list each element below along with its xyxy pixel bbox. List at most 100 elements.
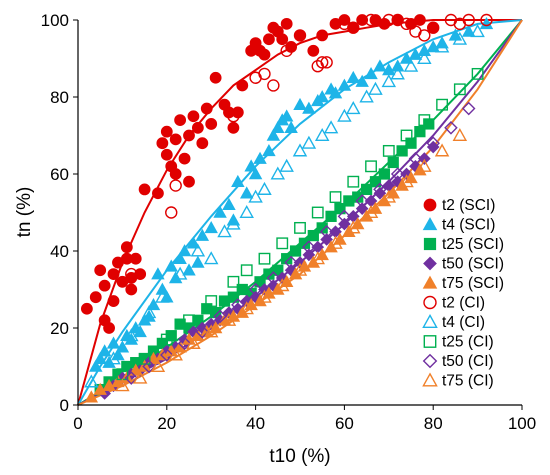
data-point-t25-sci xyxy=(316,222,328,234)
data-point-t2-sci xyxy=(178,152,191,165)
data-point-t2-ci xyxy=(169,179,182,192)
data-point-t2-ci xyxy=(382,13,395,27)
x-tick-label: 100 xyxy=(508,414,536,433)
data-point-t2-sci xyxy=(280,17,293,30)
data-point-t2-sci xyxy=(98,279,111,292)
legend-item-t75-ci: t75 (CI) xyxy=(422,372,494,390)
data-point-t2-sci xyxy=(276,33,289,46)
data-point-t50-ci xyxy=(160,348,174,362)
x-tick-label: 80 xyxy=(424,414,443,433)
data-point-t4-sci xyxy=(182,263,196,276)
data-point-t50-sci xyxy=(302,248,316,262)
data-point-t2-ci xyxy=(347,21,360,34)
data-point-t2-sci xyxy=(316,29,329,42)
data-point-t2-sci xyxy=(338,14,351,26)
data-point-t50-ci xyxy=(461,101,476,116)
data-point-t2-sci xyxy=(258,48,271,61)
legend-marker xyxy=(422,372,438,387)
data-point-t2-sci xyxy=(183,175,195,188)
data-point-t4-ci xyxy=(301,135,317,149)
data-point-t2-ci xyxy=(280,44,293,57)
data-point-t2-ci xyxy=(480,13,493,27)
series-t75-sci xyxy=(84,163,427,403)
data-point-t25-sci xyxy=(387,156,399,169)
data-point-t25-ci xyxy=(400,129,413,142)
data-point-t2-sci xyxy=(80,302,93,315)
data-point-t2-sci xyxy=(125,283,138,296)
data-point-t4-sci xyxy=(479,16,494,30)
legend-marker xyxy=(423,198,437,212)
data-point-t2-sci xyxy=(169,133,182,146)
data-point-t4-sci xyxy=(253,151,267,164)
data-point-t25-sci xyxy=(360,183,373,196)
data-point-t4-ci xyxy=(403,58,419,72)
data-point-t25-ci xyxy=(471,67,484,80)
legend-item-t2-ci: t2 (CI) xyxy=(423,295,485,312)
data-point-t4-ci xyxy=(381,74,397,88)
data-point-t75-sci xyxy=(173,340,187,353)
data-point-t25-ci xyxy=(311,206,324,219)
data-point-t4-ci xyxy=(124,328,139,342)
data-point-t2-sci xyxy=(263,33,275,46)
legend-label: t4 (SCI) xyxy=(442,217,495,234)
data-point-t4-sci xyxy=(271,120,285,134)
data-point-t50-ci xyxy=(444,121,458,135)
legend-item-t4-ci: t4 (CI) xyxy=(422,313,485,331)
axes xyxy=(77,20,522,406)
data-point-t75-sci xyxy=(102,378,116,391)
data-point-t25-ci xyxy=(329,191,342,204)
data-point-t2-sci xyxy=(138,183,151,196)
data-point-t4-sci xyxy=(266,128,281,141)
x-tick-label: 60 xyxy=(335,414,354,433)
data-point-t50-ci xyxy=(195,325,210,339)
y-tick-label: 0 xyxy=(60,396,69,415)
data-point-t2-sci xyxy=(152,187,164,200)
data-point-t75-ci xyxy=(452,128,468,142)
data-point-t25-ci xyxy=(160,333,173,346)
data-point-t4-sci xyxy=(328,86,343,99)
data-point-t4-ci xyxy=(141,305,157,319)
data-point-t25-sci xyxy=(334,203,346,215)
data-point-t4-ci xyxy=(106,351,121,365)
data-point-t4-sci xyxy=(293,97,307,110)
data-point-t2-ci xyxy=(293,29,307,42)
data-point-t2-sci xyxy=(200,102,213,115)
data-point-t2-sci xyxy=(107,295,120,307)
legend-label: t4 (CI) xyxy=(442,314,485,331)
legend-marker xyxy=(423,335,437,348)
data-point-t2-ci xyxy=(227,110,240,123)
data-point-t50-ci xyxy=(408,151,423,166)
data-point-t50-ci xyxy=(124,371,139,385)
data-point-t4-sci xyxy=(364,67,378,80)
data-point-t4-ci xyxy=(226,216,241,230)
data-point-t50-sci xyxy=(355,202,369,215)
data-point-t25-ci xyxy=(138,352,151,365)
data-point-t25-sci xyxy=(227,291,240,303)
data-point-t4-sci xyxy=(417,43,432,57)
fit-curve-2 xyxy=(77,19,523,406)
data-point-t4-sci xyxy=(346,70,361,83)
data-point-t25-sci xyxy=(272,264,284,276)
data-point-t4-ci xyxy=(292,143,308,157)
data-point-t2-sci xyxy=(160,125,173,138)
data-point-t4-sci xyxy=(204,221,218,234)
data-point-t25-ci xyxy=(294,221,306,234)
data-point-t75-ci xyxy=(399,174,414,188)
data-point-t4-ci xyxy=(452,31,468,45)
data-point-t4-ci xyxy=(337,108,352,122)
x-axis-title: t10 (%) xyxy=(269,446,330,467)
data-point-t4-sci xyxy=(124,332,139,345)
data-point-t2-ci xyxy=(427,21,440,34)
y-tick-label: 40 xyxy=(50,242,69,261)
data-point-t25-ci xyxy=(183,314,195,327)
data-point-t50-ci xyxy=(337,209,352,224)
data-point-t50-ci xyxy=(213,309,227,324)
data-point-t4-ci xyxy=(203,251,219,265)
data-point-t4-sci xyxy=(355,74,369,87)
data-point-t25-sci xyxy=(254,276,266,288)
data-point-t75-ci xyxy=(328,235,343,249)
data-point-t75-ci xyxy=(346,220,361,234)
legend-marker xyxy=(422,275,438,289)
data-point-t4-ci xyxy=(314,128,330,142)
